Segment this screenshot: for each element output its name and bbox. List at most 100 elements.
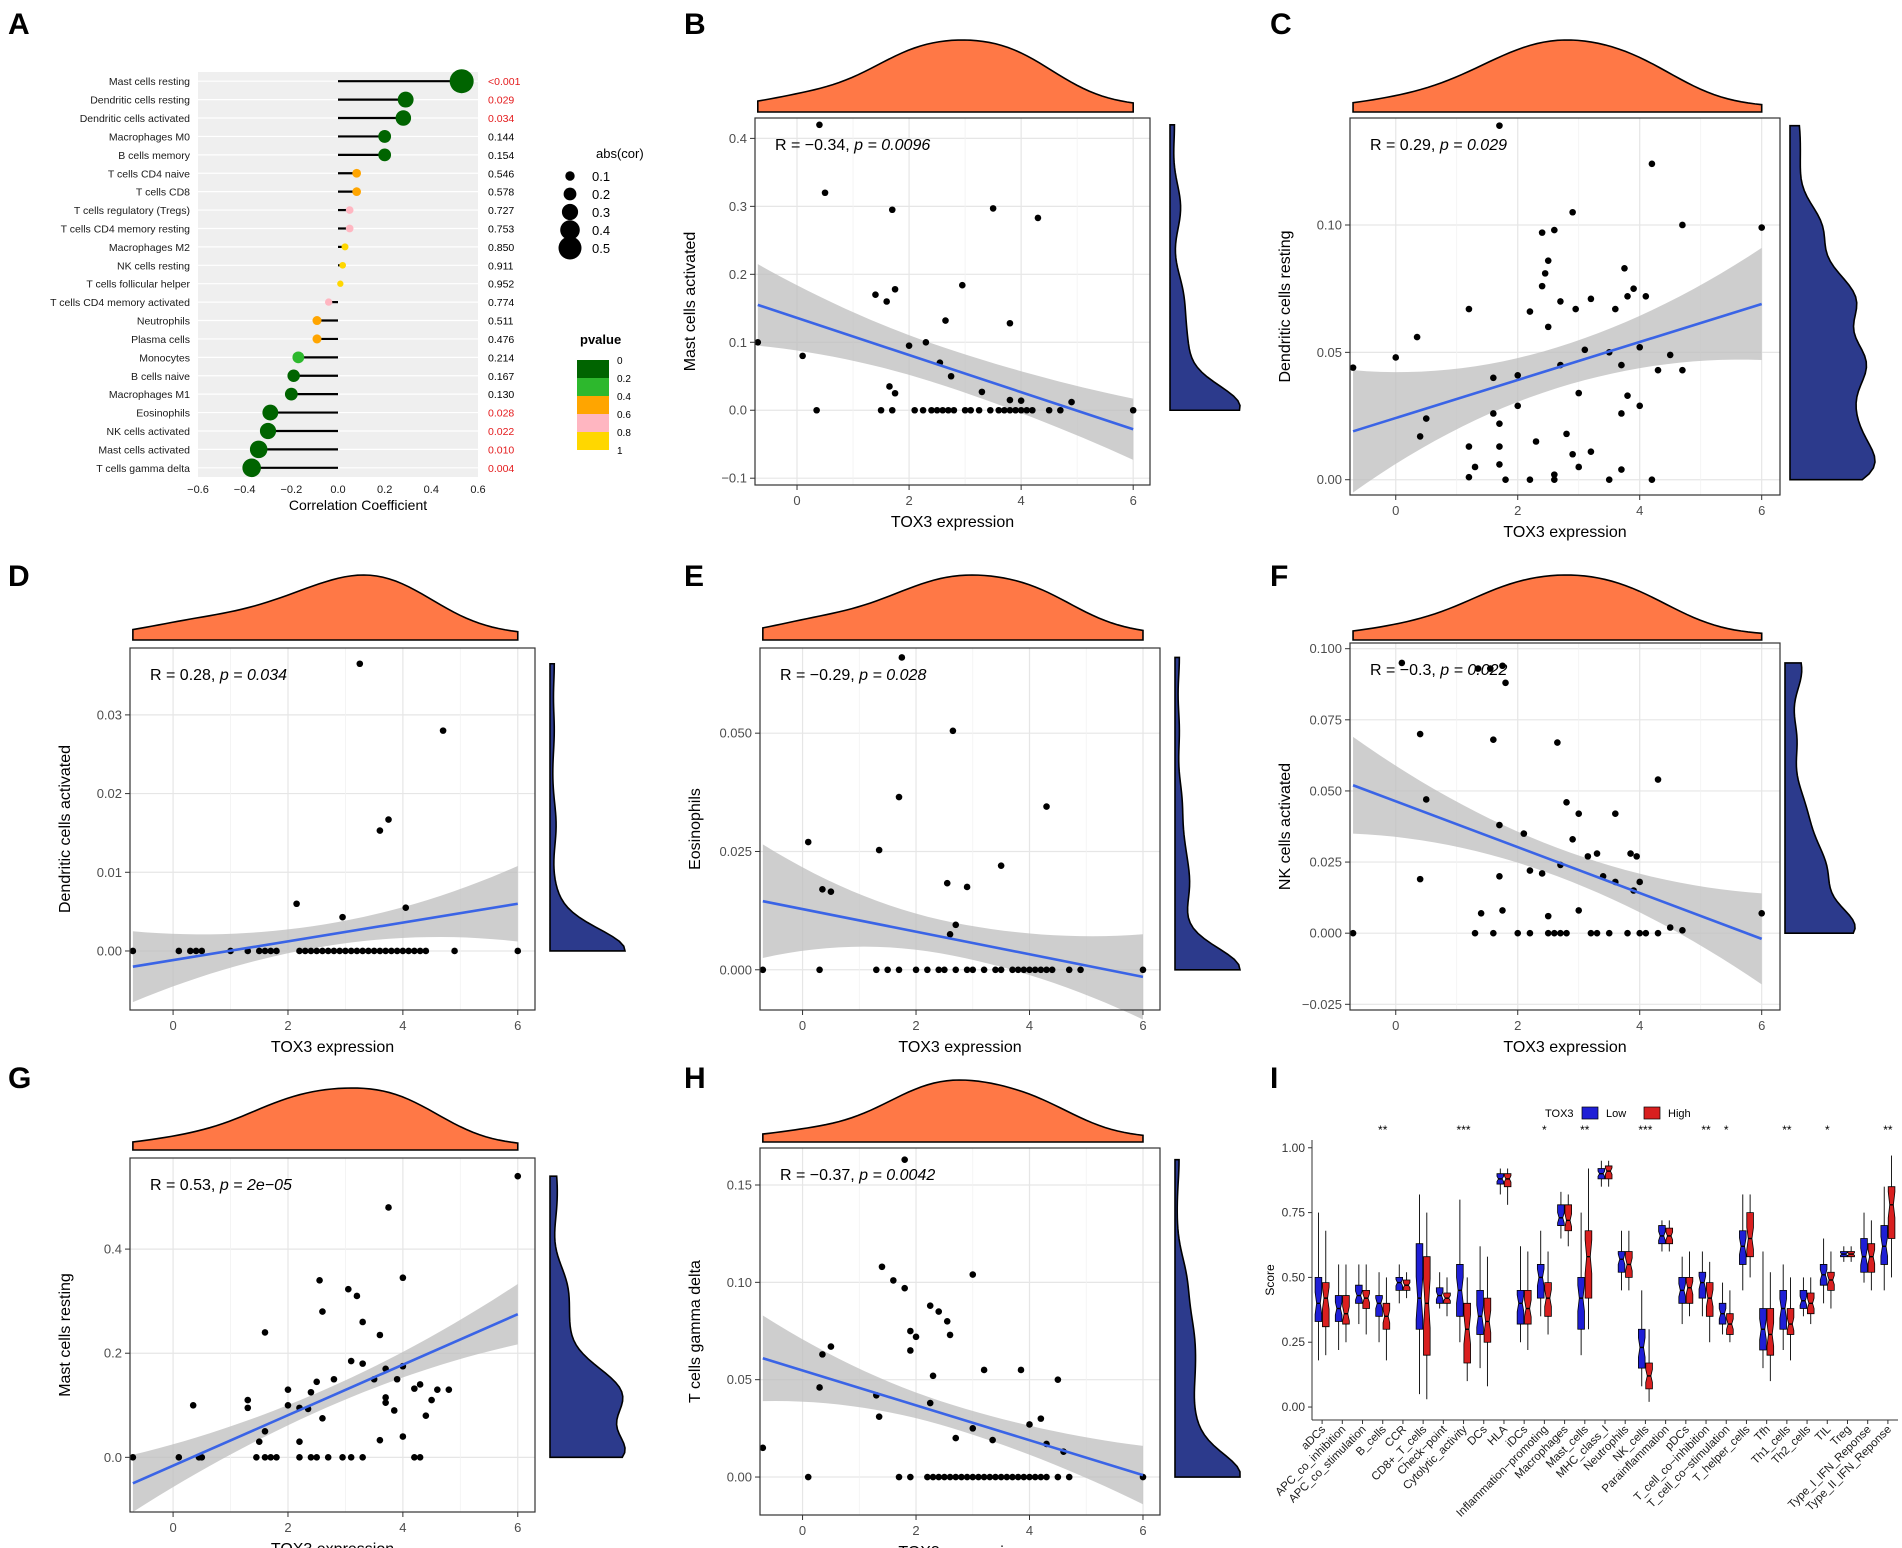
row-label: T cells CD4 memory resting <box>61 223 190 235</box>
data-point <box>1551 929 1558 937</box>
data-point <box>1544 929 1552 937</box>
x-tick-label: 6 <box>514 1018 521 1033</box>
high-box <box>1423 1256 1431 1356</box>
row-label: Mast cells resting <box>109 76 190 88</box>
x-axis-label: TOX3 expression <box>898 1039 1021 1056</box>
data-point <box>1416 730 1424 738</box>
y-tick-label: 0.050 <box>719 726 752 741</box>
data-point <box>907 1473 914 1481</box>
data-point <box>1129 406 1137 414</box>
right-density <box>1174 1158 1241 1478</box>
data-point <box>1569 836 1576 843</box>
data-point <box>261 1428 269 1435</box>
data-point <box>244 1396 252 1404</box>
data-point <box>1392 354 1400 361</box>
low-box <box>1617 1251 1626 1273</box>
data-point <box>307 1454 315 1461</box>
y-tick-label: 0.02 <box>97 786 122 801</box>
data-point <box>1471 463 1479 471</box>
x-tick-label: 0.4 <box>424 484 439 496</box>
lollipop-dot <box>341 243 349 251</box>
data-point <box>1020 1473 1028 1481</box>
color-legend-label: 0.4 <box>617 392 631 403</box>
x-tick-label: 0 <box>1392 1018 1399 1033</box>
data-point <box>1014 966 1022 974</box>
data-point <box>411 1385 418 1392</box>
p-value-label: 0.476 <box>488 334 514 346</box>
panel-letter-H: H <box>684 1062 706 1095</box>
lollipop-dot <box>345 224 354 233</box>
data-point <box>980 1366 988 1374</box>
data-point <box>1526 476 1534 484</box>
size-legend-title: abs(cor) <box>596 146 644 161</box>
low-box <box>1577 1277 1585 1330</box>
data-point <box>1502 476 1509 484</box>
annotation-r: R = 0.29, <box>1370 137 1440 154</box>
color-legend-swatch <box>577 432 609 450</box>
data-point <box>1077 966 1084 974</box>
data-point <box>1654 929 1662 937</box>
x-axis-label: TOX3 expression <box>891 514 1014 531</box>
significance-label: ** <box>1378 1123 1388 1137</box>
low-box <box>1516 1289 1525 1325</box>
data-point <box>344 1285 352 1293</box>
annotation-r: R = 0.53, <box>150 1177 220 1194</box>
x-tick-label: 4 <box>1026 1523 1033 1538</box>
data-point <box>402 904 410 911</box>
panel-letter-F: F <box>1270 560 1288 593</box>
data-point <box>827 888 835 895</box>
lollipop-dot <box>262 404 279 421</box>
data-point <box>356 660 364 668</box>
data-point <box>313 1454 321 1461</box>
low-box <box>1557 1204 1565 1226</box>
data-point <box>1572 305 1579 313</box>
right-density <box>1169 123 1241 412</box>
data-point <box>1490 929 1497 937</box>
lollipop-dot <box>345 206 354 214</box>
y-tick-label: 0.4 <box>729 131 747 146</box>
data-point <box>942 317 949 324</box>
data-point <box>1486 665 1494 672</box>
data-point <box>319 1414 326 1422</box>
data-point <box>313 947 321 955</box>
y-tick-label: 0.15 <box>727 1177 752 1192</box>
confidence-band <box>757 264 1134 460</box>
lollipop-dot <box>312 334 322 344</box>
legend-title: TOX3 <box>1545 1108 1574 1120</box>
data-point <box>1593 929 1601 937</box>
data-point <box>1642 929 1650 937</box>
high-box <box>1362 1289 1370 1309</box>
y-tick-label: 0.100 <box>1309 641 1342 656</box>
row-label: B cells naive <box>131 371 190 383</box>
right-density <box>1789 124 1876 481</box>
high-box <box>1544 1282 1552 1317</box>
panel-letter-E: E <box>684 560 704 593</box>
plot-border <box>1349 117 1781 496</box>
low-box <box>1739 1230 1747 1265</box>
panel-letter-D: D <box>8 560 30 593</box>
x-tick-label: 0 <box>169 1018 176 1033</box>
x-tick-label: 2 <box>905 493 912 508</box>
data-point <box>1054 1376 1062 1383</box>
boxplot-panel-I: 0.000.250.500.751.00ScoreaDCsAPC_co_inhi… <box>1263 1106 1898 1520</box>
p-value-label: 0.952 <box>488 279 514 291</box>
data-point <box>922 338 930 346</box>
data-point <box>1499 907 1506 914</box>
data-point <box>827 1343 835 1350</box>
data-point <box>1413 333 1421 341</box>
data-point <box>1541 270 1549 277</box>
p-value-label: 0.154 <box>488 150 514 162</box>
data-point <box>416 1454 424 1461</box>
low-box <box>1860 1238 1868 1273</box>
plot-border <box>759 1147 1161 1516</box>
data-point <box>1009 1473 1016 1481</box>
data-point <box>1422 415 1430 422</box>
data-point <box>878 1263 886 1271</box>
data-point <box>175 947 183 955</box>
p-value-label: 0.511 <box>488 316 514 328</box>
y-tick-label: 0.0 <box>729 403 747 418</box>
y-tick-label: 0.75 <box>1282 1206 1306 1220</box>
data-point <box>1581 346 1589 354</box>
data-point <box>1618 466 1625 473</box>
y-tick-label: 0.2 <box>104 1346 122 1361</box>
